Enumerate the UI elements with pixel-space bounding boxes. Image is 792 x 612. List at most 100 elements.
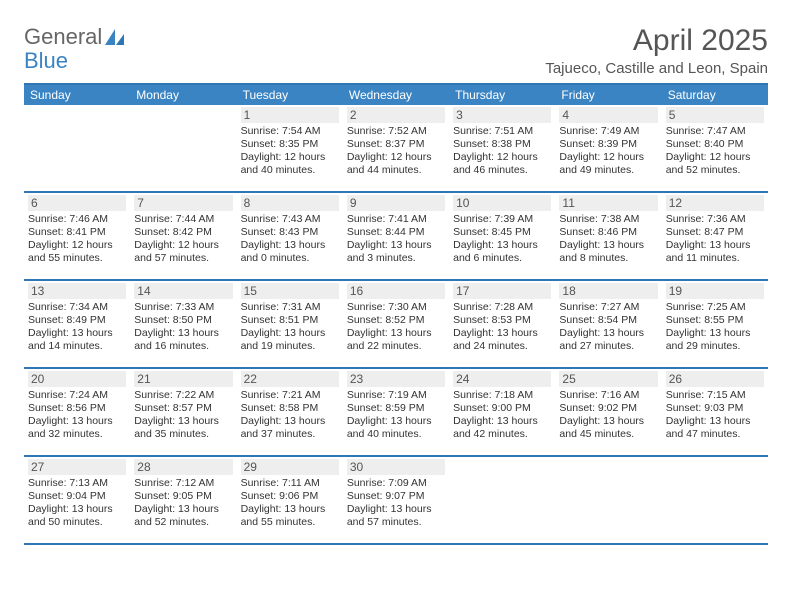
day-details: Sunrise: 7:47 AMSunset: 8:40 PMDaylight:… <box>666 125 764 178</box>
day-details: Sunrise: 7:46 AMSunset: 8:41 PMDaylight:… <box>28 213 126 266</box>
day-number: 9 <box>347 195 445 211</box>
day-cell: 17 Sunrise: 7:28 AMSunset: 8:53 PMDayligh… <box>449 281 555 367</box>
week-row: 6 Sunrise: 7:46 AMSunset: 8:41 PMDaylight… <box>24 193 768 281</box>
week-row: 1 Sunrise: 7:54 AMSunset: 8:35 PMDaylight… <box>24 105 768 193</box>
day-cell: 30 Sunrise: 7:09 AMSunset: 9:07 PMDayligh… <box>343 457 449 543</box>
day-number: 2 <box>347 107 445 123</box>
day-cell: 22 Sunrise: 7:21 AMSunset: 8:58 PMDayligh… <box>237 369 343 455</box>
day-details: Sunrise: 7:16 AMSunset: 9:02 PMDaylight:… <box>559 389 657 442</box>
weekday-wednesday: Wednesday <box>343 85 449 105</box>
day-number: 27 <box>28 459 126 475</box>
week-row: 27 Sunrise: 7:13 AMSunset: 9:04 PMDayligh… <box>24 457 768 545</box>
day-number: 18 <box>559 283 657 299</box>
day-details: Sunrise: 7:25 AMSunset: 8:55 PMDaylight:… <box>666 301 764 354</box>
day-details: Sunrise: 7:11 AMSunset: 9:06 PMDaylight:… <box>241 477 339 530</box>
logo: General <box>24 24 126 50</box>
day-cell: 15 Sunrise: 7:31 AMSunset: 8:51 PMDayligh… <box>237 281 343 367</box>
day-number: 23 <box>347 371 445 387</box>
day-number: 16 <box>347 283 445 299</box>
day-cell: 5 Sunrise: 7:47 AMSunset: 8:40 PMDaylight… <box>662 105 768 191</box>
day-number: 14 <box>134 283 232 299</box>
day-number: 29 <box>241 459 339 475</box>
logo-sail-icon <box>104 28 126 46</box>
day-details: Sunrise: 7:41 AMSunset: 8:44 PMDaylight:… <box>347 213 445 266</box>
logo-text-gray: General <box>24 24 102 50</box>
day-cell: 13Sunrise: 7:34 AMSunset: 8:49 PMDayligh… <box>24 281 130 367</box>
day-details: Sunrise: 7:15 AMSunset: 9:03 PMDaylight:… <box>666 389 764 442</box>
day-number: 26 <box>666 371 764 387</box>
day-cell: 28Sunrise: 7:12 AMSunset: 9:05 PMDayligh… <box>130 457 236 543</box>
day-details: Sunrise: 7:18 AMSunset: 9:00 PMDaylight:… <box>453 389 551 442</box>
day-details: Sunrise: 7:33 AMSunset: 8:50 PMDaylight:… <box>134 301 232 354</box>
day-details: Sunrise: 7:31 AMSunset: 8:51 PMDaylight:… <box>241 301 339 354</box>
day-number: 3 <box>453 107 551 123</box>
day-number: 6 <box>28 195 126 211</box>
day-cell: 1 Sunrise: 7:54 AMSunset: 8:35 PMDaylight… <box>237 105 343 191</box>
day-number: 24 <box>453 371 551 387</box>
day-details: Sunrise: 7:43 AMSunset: 8:43 PMDaylight:… <box>241 213 339 266</box>
day-cell: 29 Sunrise: 7:11 AMSunset: 9:06 PMDayligh… <box>237 457 343 543</box>
day-cell: 16 Sunrise: 7:30 AMSunset: 8:52 PMDayligh… <box>343 281 449 367</box>
empty-cell <box>130 105 236 191</box>
weeks-container: 1 Sunrise: 7:54 AMSunset: 8:35 PMDaylight… <box>24 105 768 545</box>
day-details: Sunrise: 7:21 AMSunset: 8:58 PMDaylight:… <box>241 389 339 442</box>
day-cell: 19 Sunrise: 7:25 AMSunset: 8:55 PMDayligh… <box>662 281 768 367</box>
day-cell: 25 Sunrise: 7:16 AMSunset: 9:02 PMDayligh… <box>555 369 661 455</box>
day-cell: 21Sunrise: 7:22 AMSunset: 8:57 PMDayligh… <box>130 369 236 455</box>
day-number: 28 <box>134 459 232 475</box>
day-details: Sunrise: 7:24 AMSunset: 8:56 PMDaylight:… <box>28 389 126 442</box>
weekday-tuesday: Tuesday <box>237 85 343 105</box>
week-row: 20 Sunrise: 7:24 AMSunset: 8:56 PMDayligh… <box>24 369 768 457</box>
empty-cell <box>555 457 661 543</box>
day-details: Sunrise: 7:54 AMSunset: 8:35 PMDaylight:… <box>241 125 339 178</box>
day-cell: 14 Sunrise: 7:33 AMSunset: 8:50 PMDayligh… <box>130 281 236 367</box>
header: General April 2025 Tajueco, Castille and… <box>24 24 768 77</box>
day-details: Sunrise: 7:28 AMSunset: 8:53 PMDaylight:… <box>453 301 551 354</box>
day-number: 1 <box>241 107 339 123</box>
day-number: 25 <box>559 371 657 387</box>
weekday-monday: Monday <box>130 85 236 105</box>
weekday-sunday: Sunday <box>24 85 130 105</box>
day-number: 22 <box>241 371 339 387</box>
day-details: Sunrise: 7:38 AMSunset: 8:46 PMDaylight:… <box>559 213 657 266</box>
day-details: Sunrise: 7:19 AMSunset: 8:59 PMDaylight:… <box>347 389 445 442</box>
day-number: 19 <box>666 283 764 299</box>
day-cell: 9 Sunrise: 7:41 AMSunset: 8:44 PMDaylight… <box>343 193 449 279</box>
day-cell: 23 Sunrise: 7:19 AMSunset: 8:59 PMDayligh… <box>343 369 449 455</box>
title-block: April 2025 Tajueco, Castille and Leon, S… <box>545 24 768 77</box>
day-cell: 20 Sunrise: 7:24 AMSunset: 8:56 PMDayligh… <box>24 369 130 455</box>
day-details: Sunrise: 7:30 AMSunset: 8:52 PMDaylight:… <box>347 301 445 354</box>
weekday-saturday: Saturday <box>662 85 768 105</box>
empty-cell <box>24 105 130 191</box>
day-details: Sunrise: 7:36 AMSunset: 8:47 PMDaylight:… <box>666 213 764 266</box>
day-number: 12 <box>666 195 764 211</box>
day-details: Sunrise: 7:39 AMSunset: 8:45 PMDaylight:… <box>453 213 551 266</box>
day-cell: 11Sunrise: 7:38 AMSunset: 8:46 PMDayligh… <box>555 193 661 279</box>
day-number: 20 <box>28 371 126 387</box>
day-details: Sunrise: 7:09 AMSunset: 9:07 PMDaylight:… <box>347 477 445 530</box>
location: Tajueco, Castille and Leon, Spain <box>545 60 768 77</box>
day-cell: 27 Sunrise: 7:13 AMSunset: 9:04 PMDayligh… <box>24 457 130 543</box>
day-cell: 6 Sunrise: 7:46 AMSunset: 8:41 PMDaylight… <box>24 193 130 279</box>
day-details: Sunrise: 7:44 AMSunset: 8:42 PMDaylight:… <box>134 213 232 266</box>
day-number: 30 <box>347 459 445 475</box>
day-details: Sunrise: 7:52 AMSunset: 8:37 PMDaylight:… <box>347 125 445 178</box>
day-number: 10 <box>453 195 551 211</box>
day-cell: 7Sunrise: 7:44 AMSunset: 8:42 PMDaylight… <box>130 193 236 279</box>
day-number: 13 <box>28 283 126 299</box>
logo-blue-text: Blue <box>24 48 68 74</box>
day-number: 15 <box>241 283 339 299</box>
day-number: 5 <box>666 107 764 123</box>
day-number: 8 <box>241 195 339 211</box>
day-cell: 26 Sunrise: 7:15 AMSunset: 9:03 PMDayligh… <box>662 369 768 455</box>
day-details: Sunrise: 7:13 AMSunset: 9:04 PMDaylight:… <box>28 477 126 530</box>
empty-cell <box>662 457 768 543</box>
calendar: SundayMondayTuesdayWednesdayThursdayFrid… <box>24 83 768 545</box>
day-cell: 24 Sunrise: 7:18 AMSunset: 9:00 PMDayligh… <box>449 369 555 455</box>
day-details: Sunrise: 7:22 AMSunset: 8:57 PMDaylight:… <box>134 389 232 442</box>
day-cell: 18Sunrise: 7:27 AMSunset: 8:54 PMDayligh… <box>555 281 661 367</box>
day-number: 17 <box>453 283 551 299</box>
day-cell: 4Sunrise: 7:49 AMSunset: 8:39 PMDaylight… <box>555 105 661 191</box>
day-details: Sunrise: 7:49 AMSunset: 8:39 PMDaylight:… <box>559 125 657 178</box>
day-cell: 8 Sunrise: 7:43 AMSunset: 8:43 PMDaylight… <box>237 193 343 279</box>
